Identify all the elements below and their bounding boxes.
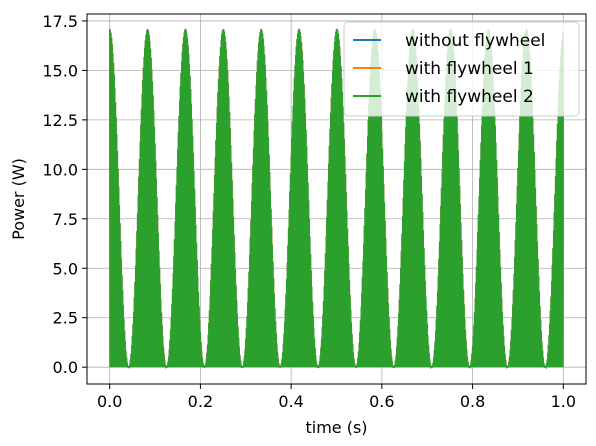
y-tick-label: 2.5 <box>53 309 78 328</box>
x-axis-label: time (s) <box>305 418 367 437</box>
y-tick-label: 12.5 <box>42 111 78 130</box>
y-tick-label: 15.0 <box>42 61 78 80</box>
legend-entry: with flywheel 1 <box>405 59 534 79</box>
y-tick-label: 5.0 <box>53 259 78 278</box>
x-tick-label: 0.4 <box>278 392 303 411</box>
y-tick-label: 7.5 <box>53 210 78 229</box>
x-tick-label: 0.0 <box>97 392 122 411</box>
y-axis-ticks: 0.0 2.5 5.0 7.5 10.0 12.5 15.0 17.5 <box>42 12 87 377</box>
x-tick-label: 1.0 <box>551 392 576 411</box>
legend-entry: without flywheel <box>405 31 545 51</box>
x-tick-label: 0.2 <box>188 392 213 411</box>
y-tick-label: 0.0 <box>53 358 78 377</box>
x-tick-label: 0.6 <box>369 392 394 411</box>
legend: without flywheel with flywheel 1 with flyw… <box>344 22 579 116</box>
x-tick-label: 0.8 <box>460 392 485 411</box>
legend-entry: with flywheel 2 <box>405 87 534 107</box>
x-axis-ticks: 0.0 0.2 0.4 0.6 0.8 1.0 <box>97 384 576 411</box>
y-tick-label: 10.0 <box>42 160 78 179</box>
y-axis-label: Power (W) <box>9 158 28 240</box>
y-tick-label: 17.5 <box>42 12 78 31</box>
